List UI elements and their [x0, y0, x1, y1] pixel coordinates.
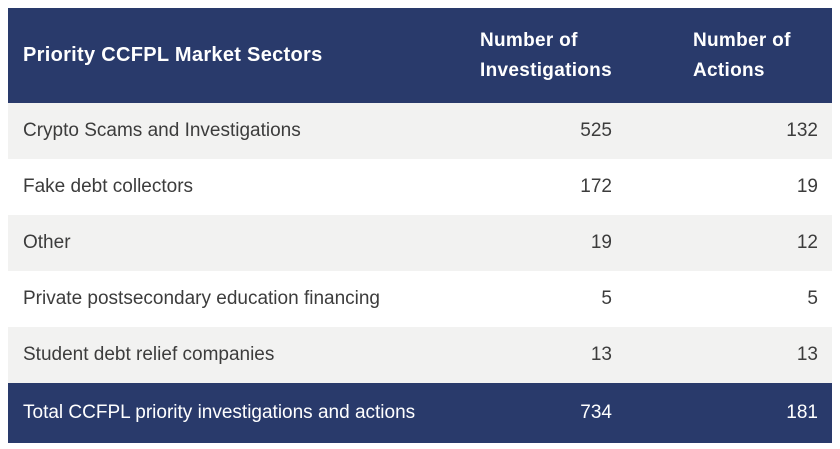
column-header-actions: Number of Actions — [632, 8, 832, 103]
investigations-value: 525 — [580, 120, 612, 141]
total-investigations-value: 734 — [480, 383, 632, 443]
investigations-value: 172 — [580, 176, 612, 197]
sector-label: Private postsecondary education financin… — [23, 288, 381, 309]
column-header-market-sectors: Priority CCFPL Market Sectors — [8, 8, 480, 103]
table-header-row: Priority CCFPL Market Sectors Number of … — [8, 8, 832, 103]
investigations-value: 5 — [601, 288, 612, 309]
investigations-value: 19 — [590, 232, 612, 253]
table-row-private-postsecondary: Private postsecondary education financin… — [8, 271, 832, 327]
ccfpl-market-sectors-table: Priority CCFPL Market Sectors Number of … — [8, 8, 832, 443]
actions-value: 5 — [807, 288, 818, 309]
table-total-row: Total CCFPL priority investigations and … — [8, 383, 832, 443]
column-header-investigations: Number of Investigations — [480, 8, 632, 103]
sector-label: Student debt relief companies — [23, 344, 275, 365]
total-actions-value: 181 — [632, 383, 832, 443]
investigations-value: 13 — [590, 344, 612, 365]
sector-label: Other — [23, 232, 71, 253]
sector-label: Crypto Scams and Investigations — [23, 120, 301, 141]
table-row-other: Other 19 12 — [8, 215, 832, 271]
actions-value: 19 — [796, 176, 818, 197]
table-row-crypto-scams: Crypto Scams and Investigations 525 132 — [8, 103, 832, 159]
sector-label: Fake debt collectors — [23, 176, 194, 197]
actions-value: 132 — [786, 120, 818, 141]
total-label: Total CCFPL priority investigations and … — [8, 383, 480, 443]
actions-value: 13 — [796, 344, 818, 365]
table-row-fake-debt-collectors: Fake debt collectors 172 19 — [8, 159, 832, 215]
table-row-student-debt-relief: Student debt relief companies 13 13 — [8, 327, 832, 383]
actions-value: 12 — [796, 232, 818, 253]
